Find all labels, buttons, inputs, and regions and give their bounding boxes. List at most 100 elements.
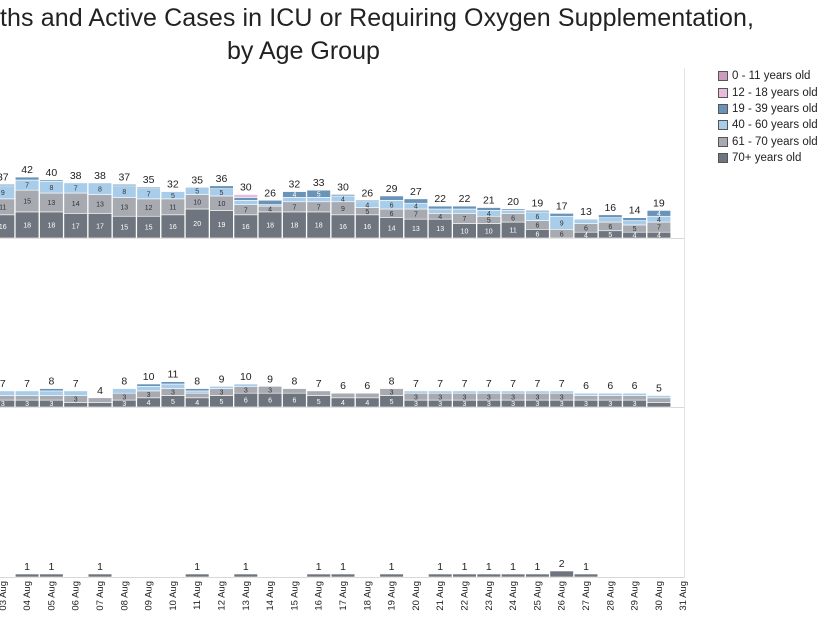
bar-segment [306,189,331,198]
bar-segment [525,210,550,213]
x-tick-label: 09 Aug [144,581,155,611]
total-label: 10 [143,371,155,383]
segment-label: 16 [169,224,177,231]
total-label: 1 [243,561,249,573]
segment-label: 3 [511,401,515,408]
bar-segment [379,388,404,396]
bar-segment [525,390,550,394]
segment-label: 11 [509,228,516,235]
legend-item: 0 - 11 years old [718,68,818,84]
segment-label: 3 [122,401,126,408]
segment-label: 4 [341,196,345,203]
x-tick-label: 10 Aug [168,581,179,611]
bar-segment [15,176,40,181]
bar-segment [622,220,647,226]
bar-segment [209,185,234,190]
segment-label: 16 [0,224,7,231]
segment-label: 14 [72,201,80,208]
legend-swatch [718,153,728,164]
segment-label: 7 [657,225,661,232]
segment-label: 18 [266,223,274,230]
total-label: 35 [191,174,203,186]
x-tick-label: 18 Aug [362,581,373,611]
bar-segment [500,210,526,214]
segment-label: 3 [511,394,515,401]
segment-label: 6 [511,215,515,222]
segment-label: 4 [657,211,661,218]
bar-segment [330,392,356,399]
bar-segment [428,208,453,214]
segment-label: 3 [414,394,418,401]
segment-label: 10 [193,199,201,206]
segment-label: 6 [292,398,296,405]
legend-swatch [718,87,728,98]
bar-segment [428,205,453,210]
segment-label: 6 [390,202,394,209]
segment-label: 4 [147,400,151,407]
segment-label: 4 [365,400,369,407]
segment-label: 6 [244,398,248,405]
segment-label: 3 [608,401,612,408]
legend-label: 70+ years old [732,152,802,165]
legend-label: 12 - 18 years old [732,86,818,99]
segment-label: 3 [463,394,467,401]
bar-segment [379,195,404,201]
bar-segment [573,218,599,224]
segment-label: 7 [244,207,248,214]
legend-item: 40 - 60 years old [718,117,818,133]
total-label: 1 [462,561,468,573]
bar-segment [428,390,453,394]
total-label: 1 [510,561,516,573]
bar-segment [185,390,210,394]
total-label: 4 [97,385,103,397]
segment-label: 9 [1,190,5,197]
segment-label: 3 [244,387,248,394]
segment-label: 7 [414,212,418,219]
bar-segment [15,390,40,396]
total-label: 7 [24,378,30,390]
bar-segment [160,383,186,389]
segment-label: 15 [145,225,153,232]
bar-segment [233,200,258,205]
total-label: 22 [434,193,446,205]
bar-segment [160,381,186,385]
segment-label: 4 [292,192,296,199]
segment-label: 13 [120,204,128,211]
segment-label: 5 [390,399,394,406]
bar-segment [403,198,429,204]
bar-segment [185,186,210,195]
bar-segment [646,395,671,399]
bar-segment [136,383,161,387]
segment-label: 7 [463,216,467,223]
total-label: 19 [653,197,665,209]
segment-label: 5 [171,193,175,200]
bar-segment [452,573,477,578]
bar-segment [306,573,331,578]
segment-label: 13 [48,200,56,207]
segment-label: 11 [169,204,176,211]
segment-label: 4 [657,217,661,224]
segment-label: 3 [487,394,491,401]
bar-segment [646,397,671,403]
segment-label: 3 [535,401,539,408]
total-label: 26 [264,187,276,199]
x-tick-label: 08 Aug [119,581,130,611]
bar-segment [87,573,113,578]
x-tick-label: 28 Aug [605,581,616,611]
total-label: 1 [340,561,346,573]
bar-segment [112,184,137,187]
segment-label: 17 [72,223,80,230]
segment-label: 3 [122,394,126,401]
legend-swatch [718,71,728,82]
total-label: 42 [21,164,33,176]
bar-segment [330,573,356,578]
bar-segment [257,385,283,394]
bar-segment [428,573,453,578]
bar-segment [39,390,64,396]
total-label: 7 [510,378,516,390]
segment-label: 3 [268,387,272,394]
bar-segment [500,208,526,211]
segment-label: 3 [1,401,5,408]
bar-segment [282,191,307,198]
